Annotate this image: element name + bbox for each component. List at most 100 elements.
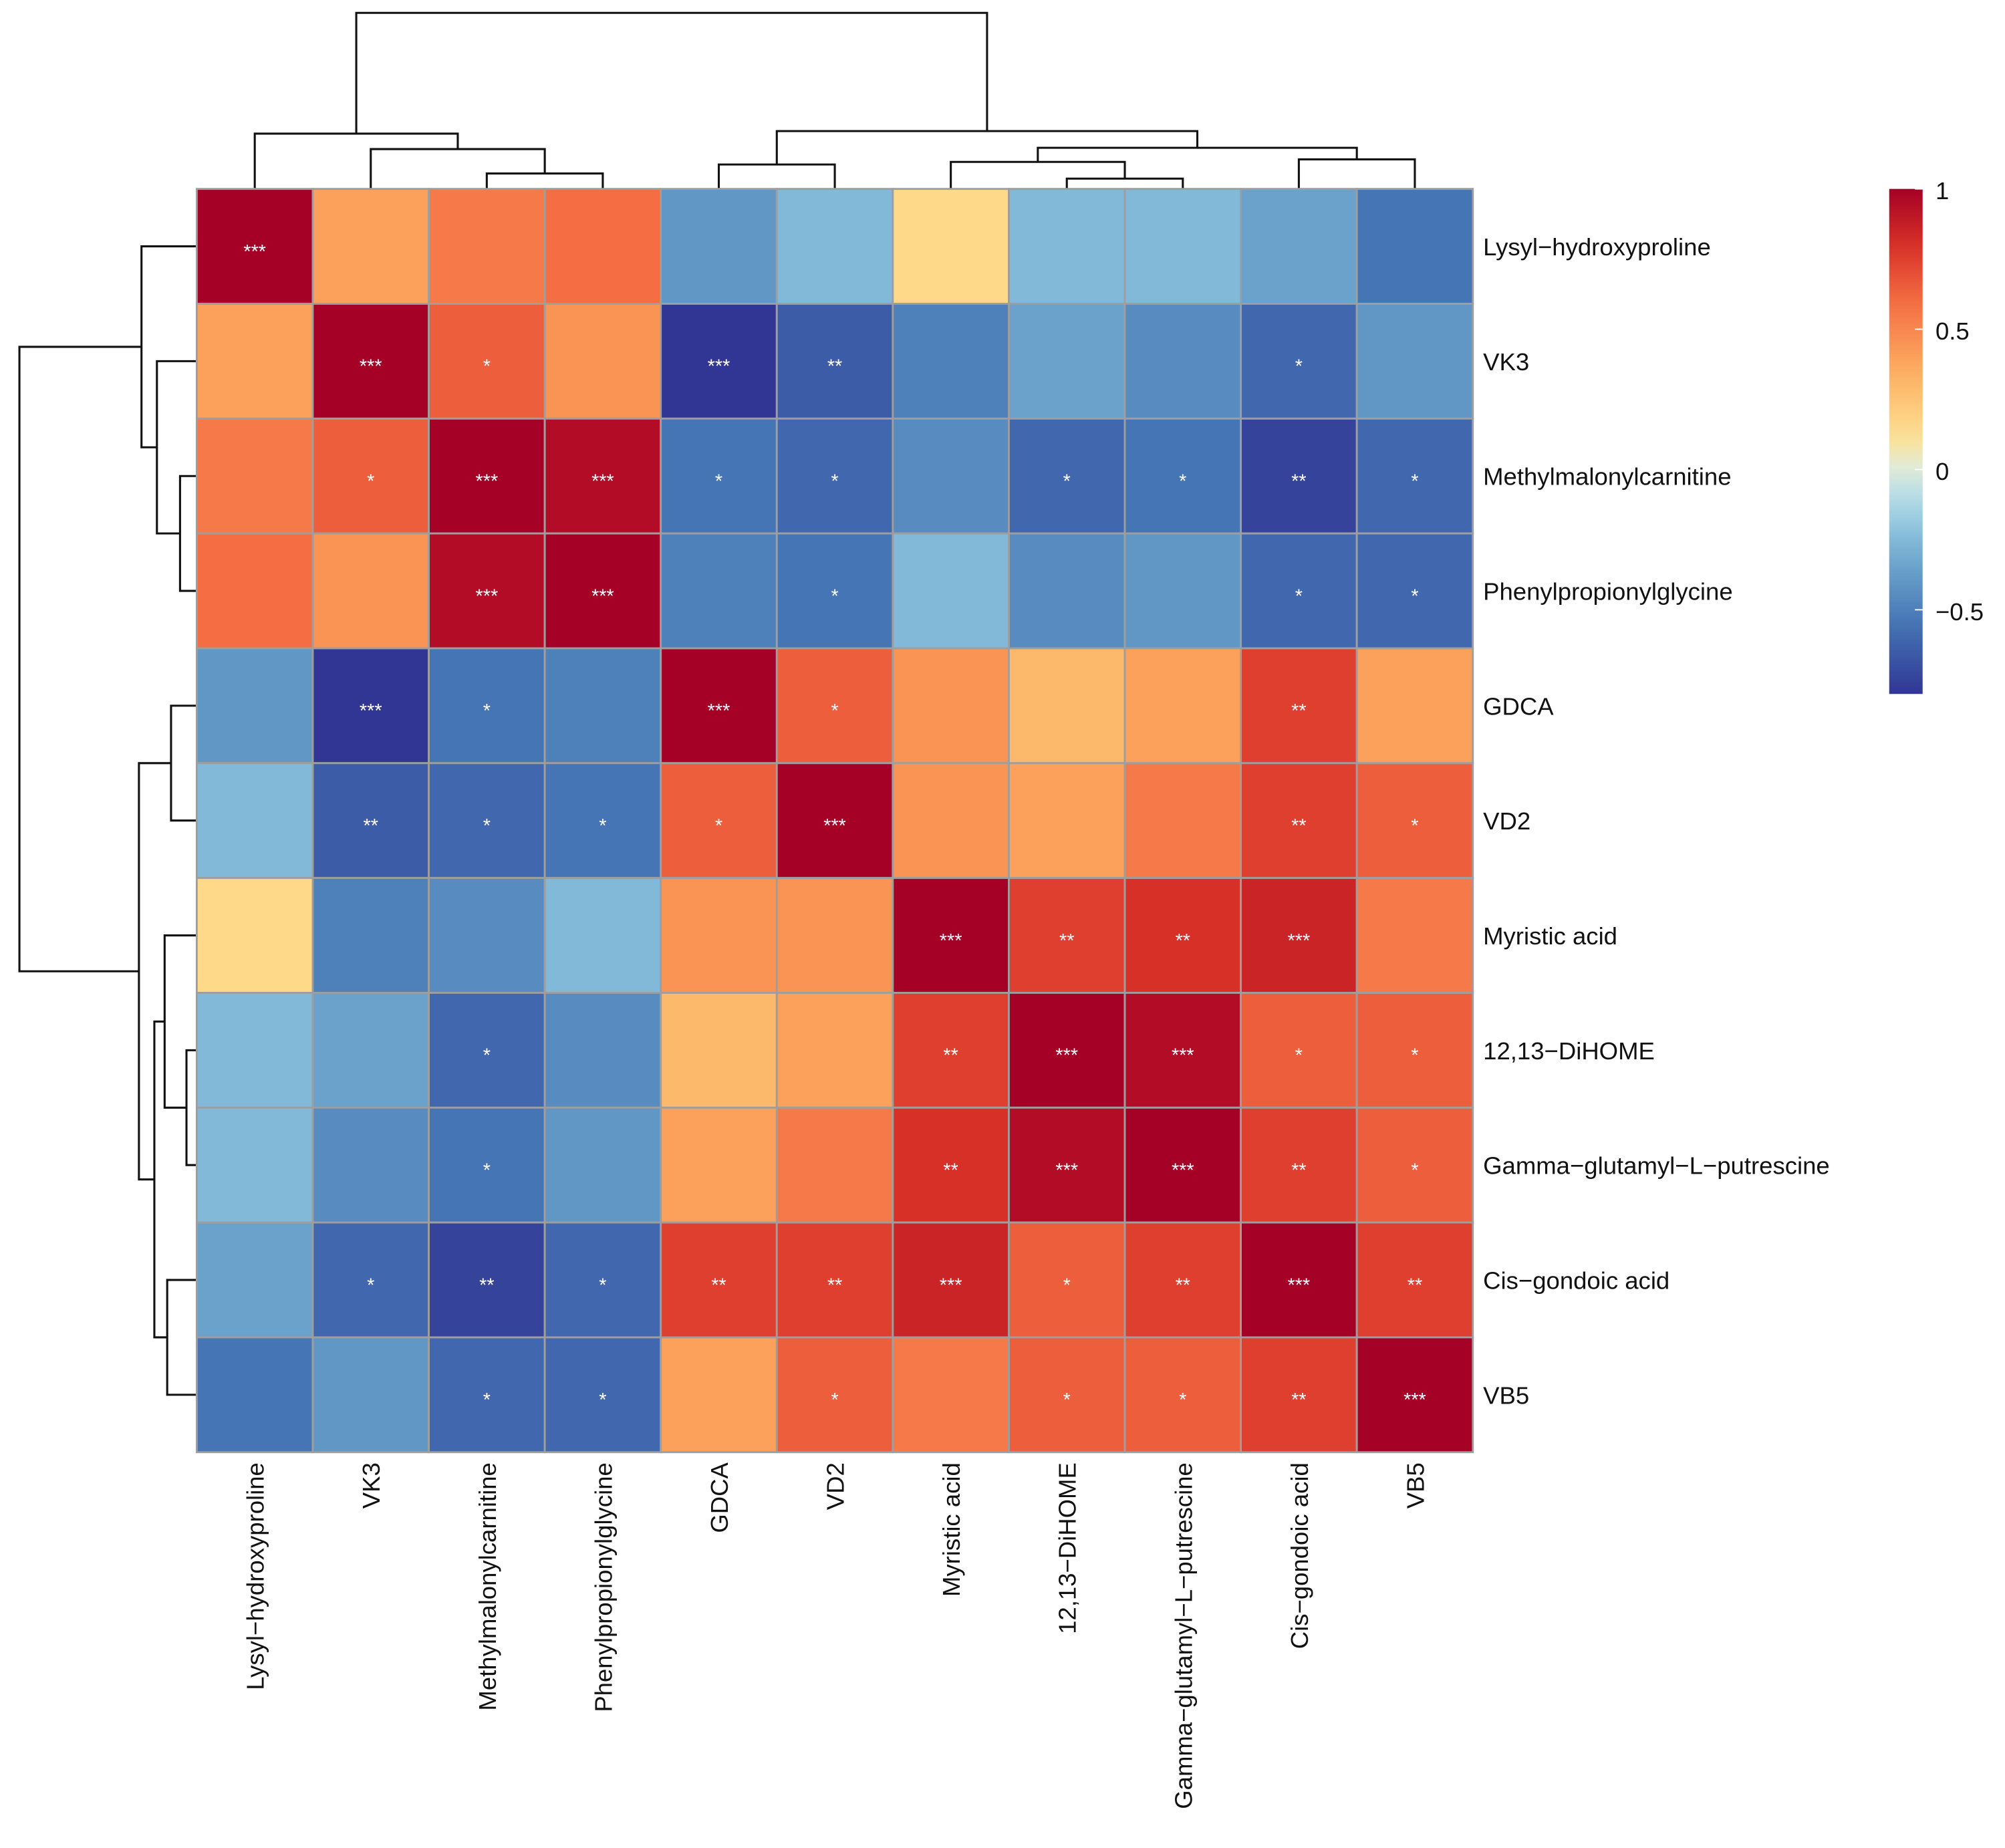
heatmap-cell: [1007, 532, 1126, 650]
heatmap-cell: [1007, 303, 1126, 420]
significance-label: **: [364, 815, 378, 837]
column-label: Phenylpropionylglycine: [589, 1462, 617, 1712]
significance-label: ***: [708, 356, 730, 378]
significance-label: *: [831, 471, 838, 493]
significance-label: *: [1295, 1045, 1303, 1067]
heatmap-cell: [428, 303, 546, 420]
heatmap-cell: [1240, 188, 1358, 305]
heatmap-cell: [543, 992, 662, 1109]
row-label: Lysyl−hydroxyproline: [1483, 233, 1711, 261]
heatmap-cell: [195, 1221, 314, 1339]
significance-label: ***: [1404, 1390, 1426, 1411]
dendrogram-branch: [950, 160, 1126, 189]
heatmap-cell: [892, 1221, 1010, 1339]
dendrogram-branch: [355, 11, 988, 134]
heatmap-cell: [428, 762, 546, 880]
significance-label: **: [1176, 930, 1190, 952]
significance-label: **: [1408, 1275, 1422, 1296]
heatmap-cell: [892, 417, 1010, 535]
heatmap-cell: [775, 1106, 894, 1224]
dendrogram-branch: [156, 360, 197, 535]
column-labels: Lysyl−hydroxyproline VK3 Methylmalonylcarn…: [242, 1462, 1430, 1809]
heatmap-cell: [195, 762, 314, 880]
heatmap-cell: [428, 188, 546, 305]
heatmap-cell: [195, 417, 314, 535]
significance-label: *: [1411, 585, 1418, 607]
heatmap-cell: [543, 417, 662, 535]
significance-label: *: [1063, 471, 1071, 493]
significance-label: ***: [360, 700, 382, 722]
heatmap-cell: [1240, 992, 1358, 1109]
heatmap-cell: [775, 417, 894, 535]
dendrogram-branch: [485, 172, 604, 189]
column-label: Cis−gondoic acid: [1286, 1462, 1313, 1649]
heatmap-cell: [543, 1221, 662, 1339]
significance-label: *: [1295, 585, 1303, 607]
heatmap-cell: [1123, 992, 1242, 1109]
heatmap-cell: [1355, 417, 1474, 535]
significance-label: *: [1295, 356, 1303, 378]
heatmap-cell: [775, 1221, 894, 1339]
heatmap-cell: [660, 532, 778, 650]
heatmap-cell: [195, 1336, 314, 1454]
significance-label: *: [1179, 1390, 1186, 1411]
significance-label: *: [599, 1275, 606, 1296]
significance-label: **: [827, 356, 842, 378]
heatmap-cell: [1007, 1106, 1126, 1224]
dendrogram-branch: [166, 1279, 197, 1396]
heatmap-cell: [775, 188, 894, 305]
significance-label: *: [715, 815, 722, 837]
colorbar-tick-label: 0: [1935, 458, 1949, 485]
heatmap-cell: [543, 1106, 662, 1224]
significance-label: ***: [940, 930, 962, 952]
row-label: 12,13−DiHOME: [1483, 1037, 1655, 1065]
row-label: Cis−gondoic acid: [1483, 1267, 1669, 1294]
heatmap-cell: [428, 877, 546, 994]
heatmap-cell: [1123, 1336, 1242, 1454]
column-label: GDCA: [706, 1462, 733, 1533]
heatmap-cell: [775, 1336, 894, 1454]
dendrogram-branch: [717, 163, 836, 189]
significance-label: *: [483, 700, 491, 722]
row-dendrogram: [18, 245, 197, 1396]
column-label: VD2: [822, 1462, 849, 1510]
significance-label: *: [1063, 1390, 1071, 1411]
heatmap-cell: [660, 188, 778, 305]
dendrogram-branch: [163, 934, 197, 1109]
heatmap-cell: [195, 303, 314, 420]
significance-label: ***: [940, 1275, 962, 1296]
heatmap-cell: [1007, 992, 1126, 1109]
significance-label: ***: [1288, 930, 1311, 952]
heatmap-cell: [660, 762, 778, 880]
heatmap-cell: [1123, 877, 1242, 994]
heatmap-cell: [1355, 1221, 1474, 1339]
column-label: Myristic acid: [938, 1462, 965, 1597]
significance-label: *: [483, 1160, 491, 1182]
heatmap-cell: [1240, 762, 1358, 880]
significance-label: **: [1291, 815, 1306, 837]
heatmap-cell: [311, 1221, 430, 1339]
significance-label: ***: [1288, 1275, 1311, 1296]
heatmap-cell: [660, 1336, 778, 1454]
dendrogram-branch: [185, 1049, 197, 1166]
significance-label: *: [831, 1390, 838, 1411]
significance-label: ***: [823, 815, 846, 837]
heatmap-cell: [311, 532, 430, 650]
heatmap-cell: [1240, 532, 1358, 650]
significance-label: *: [483, 815, 491, 837]
significance-label: **: [479, 1275, 494, 1296]
significance-label: ***: [708, 700, 730, 722]
significance-label: *: [1411, 1045, 1418, 1067]
heatmap-cell: [1007, 417, 1126, 535]
significance-label: *: [1411, 1160, 1418, 1182]
heatmap-cell: [892, 188, 1010, 305]
dendrogram-branch: [1065, 177, 1184, 189]
dendrogram-branch: [1297, 158, 1416, 189]
significance-label: *: [1411, 815, 1418, 837]
significance-label: *: [715, 471, 722, 493]
heatmap-cell: [660, 992, 778, 1109]
heatmap-cell: [195, 877, 314, 994]
column-dendrogram: [253, 11, 1416, 189]
significance-label: *: [367, 1275, 374, 1296]
